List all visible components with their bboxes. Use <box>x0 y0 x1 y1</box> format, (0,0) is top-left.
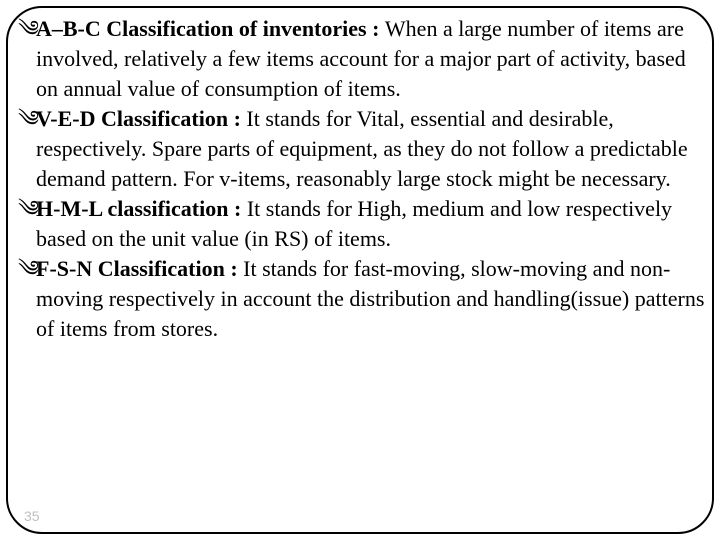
list-item-text: A–B-C Classification of inventories : Wh… <box>36 14 708 104</box>
list-item-text: F-S-N Classification : It stands for fas… <box>36 254 708 344</box>
list-item: ༄ V-E-D Classification : It stands for V… <box>18 104 708 194</box>
item-title: V-E-D Classification : <box>36 106 241 131</box>
list-item: ༄ A–B-C Classification of inventories : … <box>18 14 708 104</box>
list-item-text: H-M-L classification : It stands for Hig… <box>36 194 708 254</box>
bullet-icon: ༄ <box>18 14 36 44</box>
page-number: 35 <box>24 508 40 524</box>
list-item: ༄ H-M-L classification : It stands for H… <box>18 194 708 254</box>
bullet-icon: ༄ <box>18 104 36 134</box>
bullet-icon: ༄ <box>18 254 36 284</box>
slide: ༄ A–B-C Classification of inventories : … <box>0 0 720 540</box>
bullet-icon: ༄ <box>18 194 36 224</box>
slide-content: ༄ A–B-C Classification of inventories : … <box>18 14 708 344</box>
item-title: H-M-L classification : <box>36 196 241 221</box>
list-item-text: V-E-D Classification : It stands for Vit… <box>36 104 708 194</box>
item-title: A–B-C Classification of inventories : <box>36 16 385 41</box>
item-title: F-S-N Classification : <box>36 256 238 281</box>
list-item: ༄ F-S-N Classification : It stands for f… <box>18 254 708 344</box>
